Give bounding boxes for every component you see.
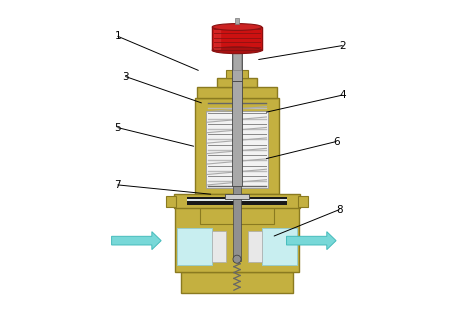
Bar — [187, 197, 287, 205]
Ellipse shape — [212, 47, 262, 53]
Text: 7: 7 — [115, 180, 121, 190]
Circle shape — [233, 255, 241, 263]
Bar — [217, 78, 257, 87]
Bar — [197, 87, 277, 98]
Bar — [175, 205, 299, 272]
Bar — [181, 272, 293, 293]
Bar — [233, 52, 241, 70]
Bar — [212, 231, 226, 262]
Text: 2: 2 — [339, 41, 346, 51]
FancyArrow shape — [287, 232, 336, 250]
Text: 3: 3 — [122, 72, 129, 81]
Text: 8: 8 — [336, 205, 343, 215]
Bar — [200, 205, 274, 224]
Bar — [235, 18, 239, 24]
Bar — [248, 231, 262, 262]
Bar — [206, 111, 268, 188]
Bar — [173, 194, 301, 208]
FancyArrow shape — [111, 232, 161, 250]
Bar — [298, 196, 308, 207]
Bar — [225, 194, 249, 199]
Text: 1: 1 — [115, 31, 121, 41]
Bar — [262, 228, 297, 265]
Polygon shape — [214, 29, 220, 49]
Ellipse shape — [212, 24, 262, 30]
Bar — [232, 41, 242, 81]
Text: 5: 5 — [115, 123, 121, 132]
Bar — [226, 70, 248, 78]
Bar — [177, 228, 212, 265]
Text: 4: 4 — [339, 90, 346, 100]
Bar — [166, 196, 176, 207]
Bar — [232, 81, 242, 187]
Text: 6: 6 — [333, 137, 339, 146]
Bar — [233, 187, 241, 261]
Bar — [195, 98, 279, 194]
Bar — [187, 199, 287, 201]
Polygon shape — [212, 27, 262, 50]
